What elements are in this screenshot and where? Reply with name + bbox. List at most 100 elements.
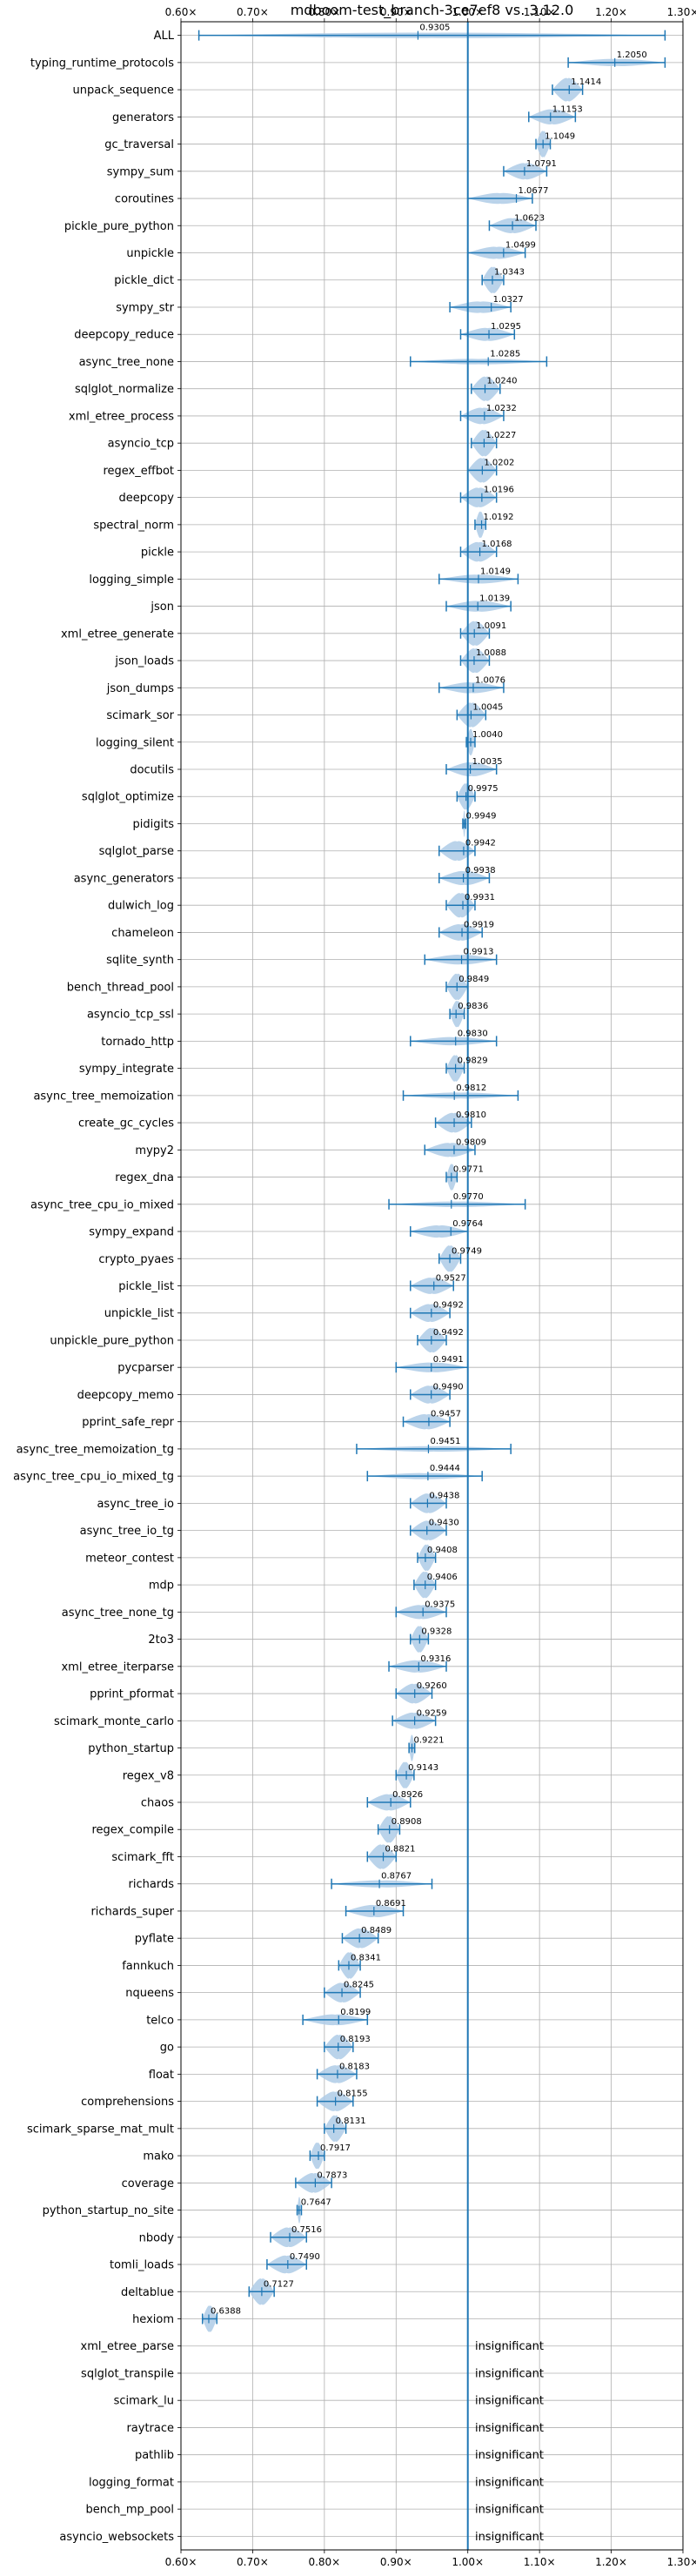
y-label: unpickle_list [104, 1307, 174, 1320]
value-label: 0.9492 [433, 1301, 464, 1311]
value-label: 0.9328 [421, 1627, 452, 1637]
value-label: 0.9749 [452, 1246, 482, 1256]
x-tick-label-bottom: 0.80× [308, 2556, 340, 2568]
insignificant-label: insignificant [475, 2367, 544, 2380]
y-label: dulwich_log [108, 900, 174, 913]
value-label: 1.0035 [472, 757, 503, 767]
value-label: 1.0232 [486, 404, 517, 413]
y-label: logging_silent [96, 736, 174, 749]
value-label: 0.9809 [456, 1137, 486, 1147]
value-label: 0.8199 [340, 2008, 371, 2017]
y-label: scimark_lu [114, 2395, 174, 2408]
y-label: raytrace [126, 2422, 174, 2435]
y-label: pprint_safe_repr [82, 1416, 174, 1429]
value-label: 0.9457 [431, 1410, 461, 1419]
y-label: fannkuch [122, 1960, 174, 1973]
y-label: pyflate [135, 1933, 174, 1946]
y-label: scimark_sparse_mat_mult [27, 2123, 174, 2136]
value-label: 0.9527 [436, 1274, 466, 1284]
insignificant-label: insignificant [475, 2395, 544, 2408]
value-label: 0.9221 [414, 1736, 445, 1746]
value-label: 1.0227 [485, 431, 516, 440]
y-label: mako [143, 2150, 174, 2163]
value-label: 1.0791 [526, 159, 557, 169]
y-label: async_tree_memoization_tg [17, 1443, 174, 1456]
y-label: regex_effbot [103, 465, 174, 478]
value-label: 0.9931 [465, 893, 495, 902]
value-label: 1.0040 [472, 730, 503, 740]
y-label: bench_mp_pool [85, 2504, 174, 2517]
value-label: 0.9491 [433, 1355, 464, 1365]
y-label: logging_format [89, 2476, 174, 2489]
x-axis-bottom: 0.60× 0.70× 0.80× 0.90× 1.00× 1.10× 1.20× 1.30× [165, 2550, 696, 2568]
x-tick-label-bottom: 1.30× [667, 2556, 696, 2568]
y-label: scimark_monte_carlo [54, 1715, 174, 1728]
y-label: typing_runtime_protocols [30, 57, 174, 70]
value-label: 0.8155 [338, 2090, 368, 2099]
value-label: 0.9810 [456, 1110, 486, 1120]
value-label: 0.7917 [320, 2143, 351, 2153]
x-tick-label-top: 1.30× [667, 6, 696, 18]
value-label: 1.0677 [519, 186, 549, 196]
x-tick-label-bottom: 1.00× [452, 2556, 484, 2568]
value-label: 0.8245 [344, 1981, 374, 1990]
x-tick-label-top: 0.80× [308, 6, 340, 18]
y-label: nqueens [125, 1987, 174, 2000]
value-label: 1.2050 [617, 50, 647, 60]
data-marks: 0.9305 1.2050 1.1414 1.1153 1.1049 1.0791 1.06… [197, 23, 666, 2544]
value-label: 1.0139 [479, 594, 510, 604]
y-label: telco [146, 2014, 174, 2027]
violin-layer [198, 32, 666, 2332]
y-label: async_tree_io [97, 1498, 174, 1511]
y-label: spectral_norm [93, 519, 174, 532]
y-label: xml_etree_iterparse [61, 1660, 174, 1674]
value-label: 0.9305 [419, 23, 450, 33]
y-label: go [160, 2042, 174, 2055]
y-label: mdp [149, 1580, 174, 1593]
value-label: 0.9259 [417, 1708, 447, 1718]
value-label: 1.0149 [480, 567, 511, 576]
value-label: 0.9492 [433, 1328, 464, 1338]
value-label: 0.8691 [376, 1899, 406, 1909]
insignificant-label: insignificant [475, 2476, 544, 2489]
y-label: sqlglot_optimize [82, 791, 174, 804]
y-label: coverage [122, 2177, 174, 2190]
value-label: 0.8183 [339, 2062, 370, 2071]
value-label: 0.8489 [361, 1926, 392, 1935]
value-label: 0.8926 [392, 1790, 423, 1800]
value-label: 0.9949 [466, 811, 497, 821]
y-label: mypy2 [135, 1144, 174, 1157]
value-label: 0.7647 [301, 2198, 331, 2208]
value-label: 0.9913 [464, 948, 494, 957]
y-label: sqlglot_normalize [75, 383, 174, 396]
y-label: chaos [141, 1796, 174, 1809]
y-label: hexiom [132, 2313, 174, 2326]
y-label: pickle_dict [114, 274, 174, 287]
x-tick-label-bottom: 0.90× [380, 2556, 412, 2568]
value-label: 0.9408 [427, 1546, 458, 1555]
value-label: 0.8341 [351, 1953, 381, 1962]
y-label: xml_etree_generate [61, 627, 174, 641]
value-label: 0.9938 [465, 866, 496, 875]
value-label: 0.9849 [458, 975, 489, 984]
y-label: unpickle [126, 247, 174, 260]
y-label: sqlglot_parse [99, 845, 174, 858]
x-tick-label-bottom: 1.20× [595, 2556, 627, 2568]
x-tick-label-top: 0.60× [165, 6, 197, 18]
y-label: ALL [154, 30, 175, 43]
y-label: create_gc_cycles [78, 1117, 174, 1130]
value-label: 0.9771 [453, 1165, 484, 1175]
y-label: richards [129, 1878, 175, 1891]
y-label: meteor_contest [85, 1552, 174, 1565]
y-label: bench_thread_pool [67, 981, 174, 994]
y-label: json_dumps [106, 682, 174, 695]
value-label: 1.0343 [494, 268, 525, 278]
value-label: 1.0196 [484, 486, 514, 495]
y-label: pprint_pformat [90, 1688, 174, 1701]
y-label: nbody [139, 2231, 175, 2244]
y-label: async_tree_memoization [33, 1090, 174, 1103]
value-label: 0.9406 [427, 1573, 458, 1582]
y-label: sqlglot_transpile [81, 2367, 174, 2380]
value-label: 0.9764 [452, 1219, 483, 1229]
y-label: crypto_pyaes [98, 1253, 174, 1266]
